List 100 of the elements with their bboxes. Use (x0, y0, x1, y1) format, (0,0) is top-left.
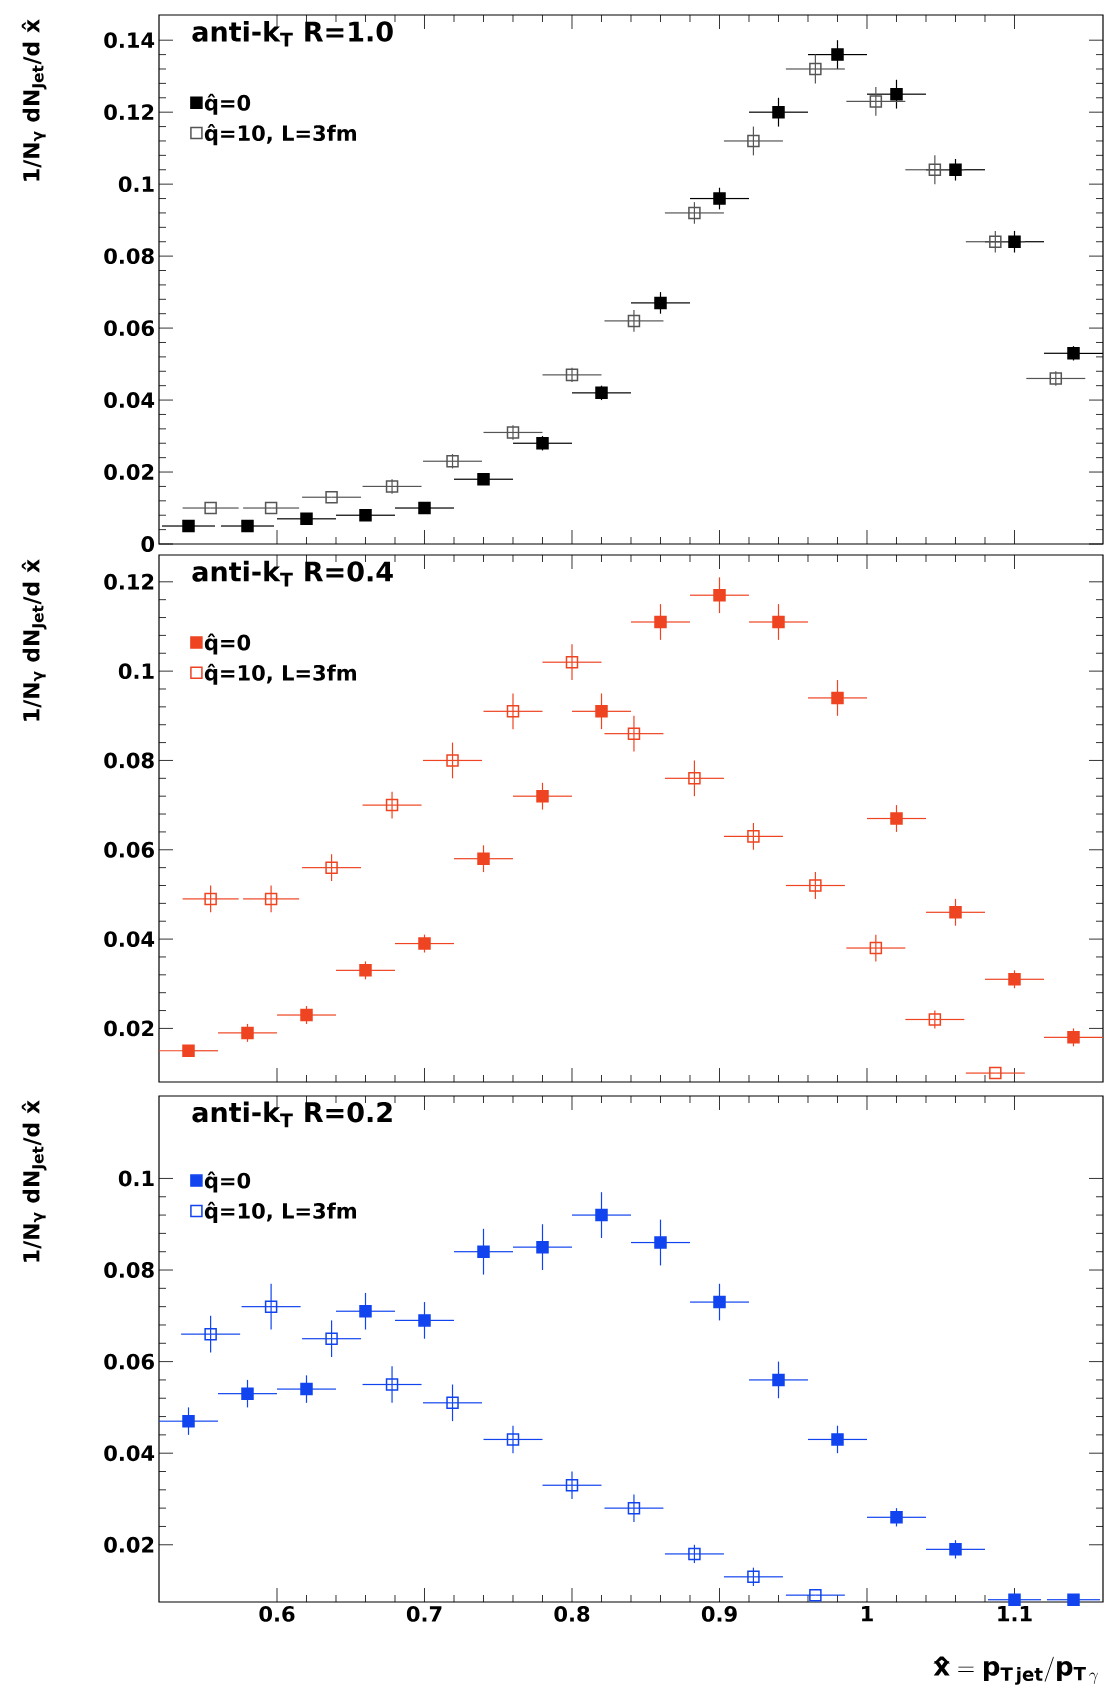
point (477, 852, 490, 865)
y-tick-label: 0.04 (104, 1445, 155, 1462)
y-tick-label: 0.02 (104, 1536, 154, 1553)
point (1067, 1593, 1080, 1606)
x-tick-label: 0.7 (406, 1605, 442, 1622)
point (241, 1387, 254, 1400)
x-tick-label: 1.1 (998, 1605, 1032, 1622)
point (928, 163, 942, 176)
point (506, 1433, 520, 1446)
point (506, 705, 520, 718)
y-tick-label: 0.06 (104, 1353, 154, 1370)
point (809, 62, 822, 76)
y-axis-title: 1/N$_{γ}$ dN$_{Jet}$/d x̂ (21, 559, 47, 721)
point (477, 1245, 490, 1258)
point (359, 508, 372, 522)
point (446, 754, 459, 767)
y-axis-title: 1/N$_{γ}$ dN$_{Jet}$/d x̂ (21, 1100, 47, 1262)
point (565, 1478, 579, 1492)
point (595, 705, 608, 718)
point (688, 772, 701, 785)
point (747, 134, 760, 148)
x-tick-label: 0.9 (701, 1605, 737, 1622)
point (949, 1543, 962, 1556)
chart-title: anti-k$_{T}$ R=0.4 (192, 560, 393, 587)
point (182, 1414, 195, 1428)
point (772, 615, 785, 629)
point (713, 1295, 726, 1309)
point (688, 206, 701, 220)
point (890, 812, 903, 825)
point (241, 519, 254, 533)
y-tick-label: 0.06 (104, 841, 154, 858)
point (446, 1396, 459, 1410)
point (949, 906, 962, 919)
legend-label: q̂=10, L=3fm (204, 663, 357, 685)
x-tick-label: 0.6 (259, 1605, 295, 1622)
point (536, 1240, 549, 1254)
point (869, 95, 883, 108)
point (809, 1588, 822, 1602)
point (300, 512, 313, 526)
y-axis-title: 1/N$_{γ}$ dN$_{Jet}$/d x̂ (21, 19, 47, 181)
x-axis-title: $\mathbf{\hat{x} = p_{T\,jet}/p_{T\,\gamma}}$ (933, 1656, 1099, 1685)
point (1008, 1593, 1021, 1606)
point (536, 789, 549, 803)
point (418, 501, 431, 515)
point (890, 87, 903, 101)
point (772, 1373, 785, 1387)
legend-label: q̂=0 (204, 1171, 251, 1193)
y-tick-label: 0.08 (104, 752, 154, 769)
legend-label: q̂=0 (204, 93, 251, 115)
point (627, 727, 641, 740)
point (204, 501, 217, 515)
y-tick-label: 0.12 (104, 573, 154, 590)
y-tick-label: 0.1 (118, 663, 154, 680)
point (418, 1314, 431, 1327)
chart-title: anti-k$_{T}$ R=0.2 (192, 1101, 392, 1128)
y-tick-label: 0.02 (104, 1020, 154, 1037)
point (809, 879, 822, 892)
point (654, 615, 667, 629)
point (831, 48, 844, 61)
point (747, 830, 760, 843)
y-tick-label: 0.08 (104, 1262, 154, 1278)
point (831, 691, 844, 705)
point (325, 861, 338, 874)
y-tick-label: 0.1 (118, 1170, 154, 1187)
point (477, 472, 490, 486)
point (264, 501, 278, 515)
point (831, 1433, 844, 1446)
y-tick-label: 0 (141, 536, 155, 552)
point (772, 105, 785, 119)
point (264, 1300, 278, 1313)
legend-label: q̂=0 (204, 633, 251, 655)
point (385, 798, 399, 812)
y-tick-label: 0.02 (104, 464, 154, 480)
point (204, 1327, 217, 1341)
point (264, 892, 278, 906)
x-tick-label: 1 (862, 1605, 873, 1622)
point (565, 655, 579, 669)
point (654, 296, 667, 310)
y-tick-label: 0.12 (104, 104, 154, 121)
point (713, 588, 726, 602)
point (989, 1066, 1002, 1080)
y-tick-label: 0.06 (104, 320, 154, 337)
point (949, 163, 962, 176)
y-tick-label: 0.08 (104, 248, 154, 265)
point (869, 941, 883, 955)
y-tick-label: 0.04 (104, 392, 155, 409)
point (300, 1382, 313, 1396)
point (627, 1501, 641, 1515)
point (182, 1044, 195, 1057)
chart-title: anti-k$_{T}$ R=1.0 (192, 20, 393, 47)
y-tick-label: 0.04 (104, 931, 155, 948)
point (385, 1378, 399, 1391)
point (627, 314, 641, 328)
point (890, 1511, 903, 1524)
point (182, 519, 195, 533)
legend-label: q̂=10, L=3fm (204, 1201, 357, 1223)
point (989, 235, 1002, 248)
x-tick-label: 0.8 (554, 1605, 590, 1622)
point (325, 490, 338, 504)
point (1008, 235, 1021, 248)
